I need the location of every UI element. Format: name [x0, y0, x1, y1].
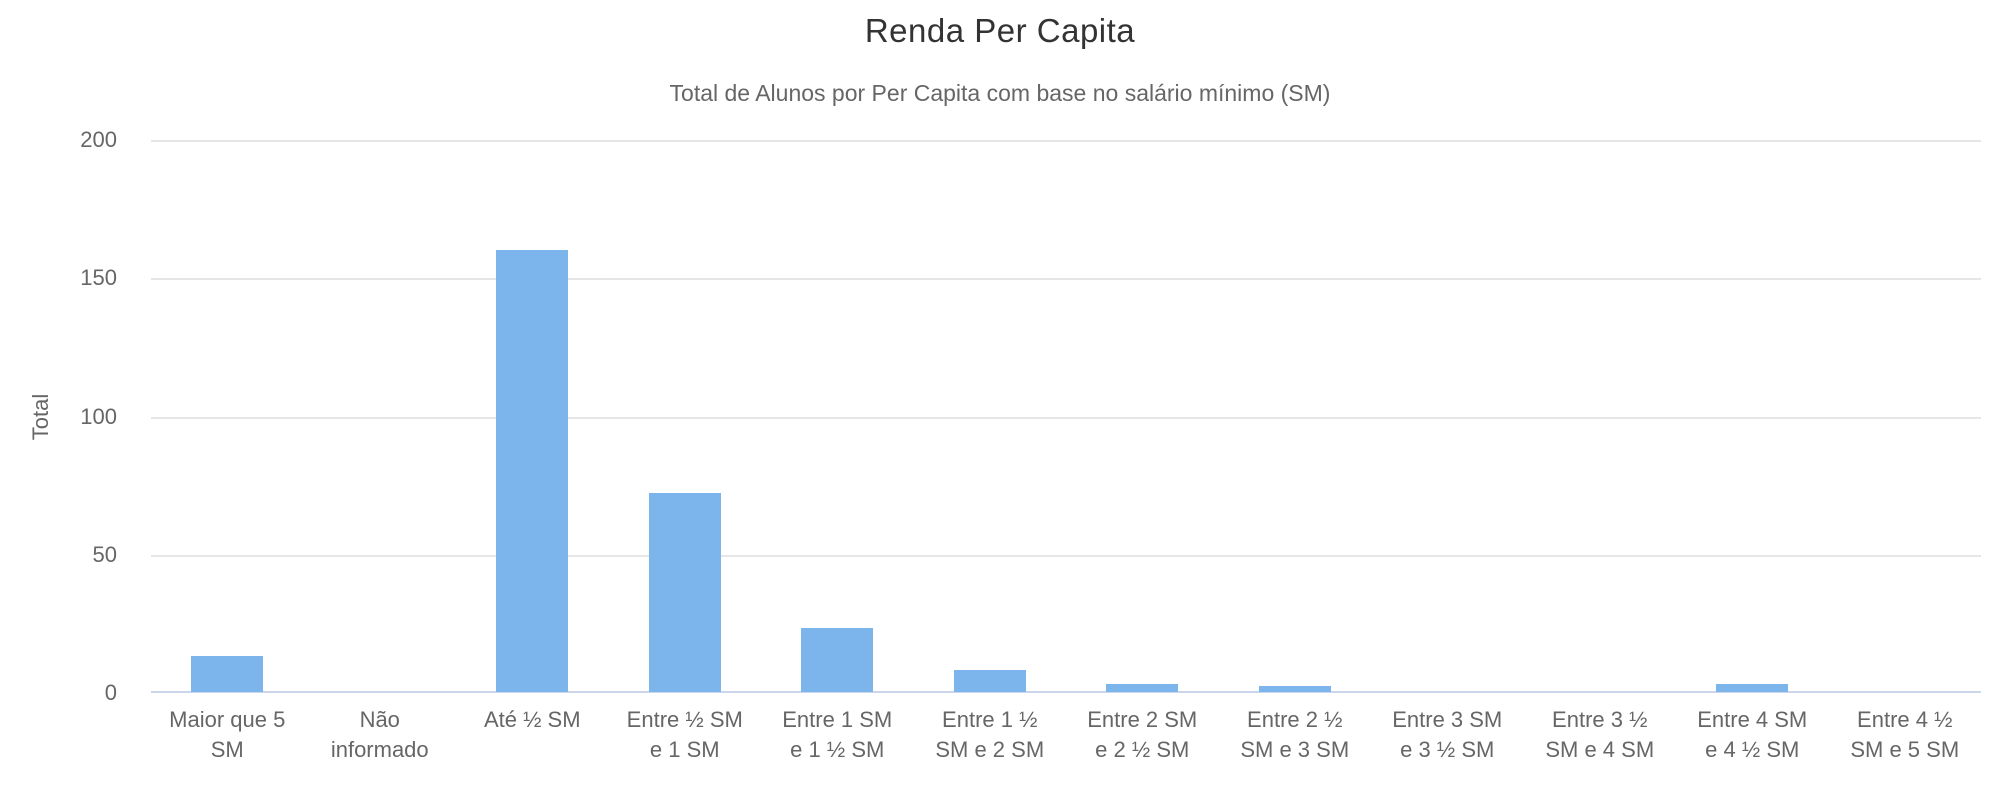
x-axis-label-11: Entre 4 SM e 4 ½ SM [1676, 705, 1829, 765]
x-axis-label-7: Entre 2 SM e 2 ½ SM [1066, 705, 1219, 765]
x-axis-label-line: Entre 2 ½ [1247, 707, 1343, 732]
chart-subtitle: Total de Alunos por Per Capita com base … [669, 80, 1331, 106]
bar-6[interactable] [954, 670, 1026, 692]
y-axis-label-50: 50 [92, 541, 117, 567]
x-axis-label-9: Entre 3 SM e 3 ½ SM [1371, 705, 1524, 765]
x-axis-label-line: e 1 SM [649, 737, 720, 762]
bar-5[interactable] [801, 628, 873, 692]
x-axis-label-line: Entre 1 ½ [942, 707, 1038, 732]
x-axis-label-line: Não [359, 707, 400, 732]
x-axis-label-2: Não informado [304, 705, 457, 765]
x-axis-label-line: e 1 ½ SM [790, 737, 885, 762]
gridline-y-50 [151, 554, 1981, 557]
x-axis-label-6: Entre 1 ½ SM e 2 SM [914, 705, 1067, 765]
x-axis-label-5: Entre 1 SM e 1 ½ SM [761, 705, 914, 765]
x-axis-label-line: Maior que 5 [169, 707, 286, 732]
gridline-y-200 [151, 140, 1981, 142]
x-axis-label-line: e 3 ½ SM [1400, 737, 1495, 762]
plot-area [151, 140, 1981, 693]
x-axis-label-line: e 4 ½ SM [1705, 737, 1800, 762]
y-axis-label-100: 100 [80, 403, 117, 429]
x-axis-label-line: informado [330, 737, 429, 762]
bar-4[interactable] [649, 493, 721, 692]
x-axis-label-line: Entre 3 SM [1392, 707, 1503, 732]
x-axis-label-line: SM e 2 SM [935, 737, 1045, 762]
y-axis-label-200: 200 [80, 127, 117, 152]
x-axis-label-line: Entre 4 ½ [1857, 707, 1953, 732]
bar-7[interactable] [1106, 684, 1178, 692]
x-axis-label-line: Entre 2 SM [1087, 707, 1198, 732]
bar-3[interactable] [496, 250, 568, 692]
gridline-y-150 [151, 278, 1981, 281]
x-axis-label-4: Entre ½ SM e 1 SM [609, 705, 762, 765]
bar-1[interactable] [191, 656, 263, 692]
x-axis-line [151, 691, 1981, 693]
x-axis-label-line: SM e 5 SM [1850, 737, 1960, 762]
x-axis-label-line: Entre 3 ½ [1552, 707, 1648, 732]
bar-11[interactable] [1716, 684, 1788, 692]
x-axis-label-line: Até ½ SM [483, 707, 581, 732]
y-axis-label-0: 0 [104, 680, 117, 705]
x-axis-label-8: Entre 2 ½ SM e 3 SM [1219, 705, 1372, 765]
x-axis-label-10: Entre 3 ½ SM e 4 SM [1524, 705, 1677, 765]
x-axis-label-line: Entre 1 SM [782, 707, 893, 732]
x-axis-labels: Maior que 5 SM Não informado Até ½ SM Entre ½… [151, 705, 1981, 765]
x-axis-label-3: Até ½ SM [456, 705, 609, 765]
x-axis-label-12: Entre 4 ½ SM e 5 SM [1829, 705, 1982, 765]
x-axis-label-line: Entre 4 SM [1697, 707, 1808, 732]
x-axis-label-line: Entre ½ SM [626, 707, 743, 732]
x-axis-label-line: SM e 4 SM [1545, 737, 1655, 762]
chart-title: Renda Per Capita [864, 12, 1136, 49]
bar-8[interactable] [1259, 686, 1331, 692]
x-axis-label-line: e 2 ½ SM [1095, 737, 1190, 762]
x-axis-label-line: SM e 3 SM [1240, 737, 1350, 762]
gridline-y-100 [151, 416, 1981, 419]
x-axis-label-line: SM [210, 737, 244, 762]
x-axis-label-1: Maior que 5 SM [151, 705, 304, 765]
y-axis-label-150: 150 [80, 265, 117, 291]
